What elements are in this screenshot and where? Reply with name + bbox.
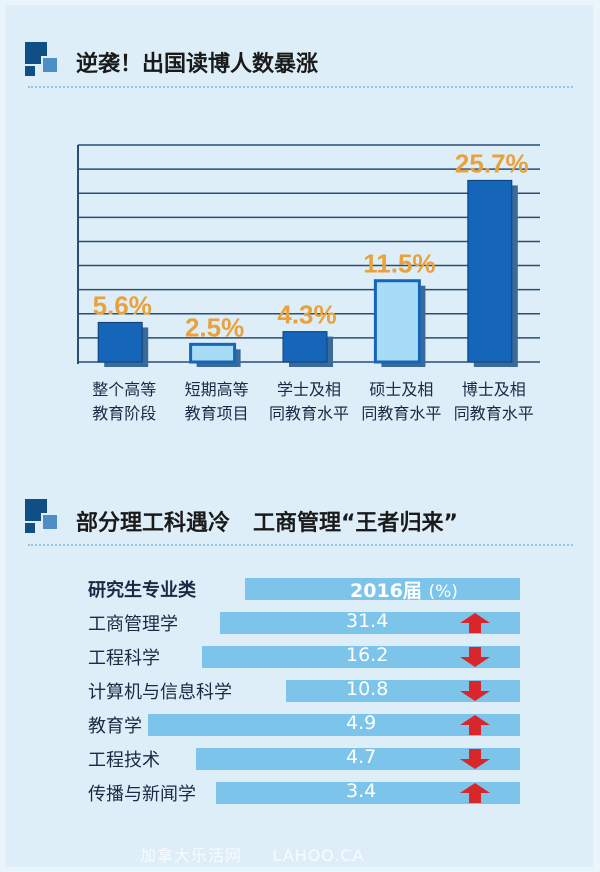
chart-bars (97, 179, 518, 367)
bar-value-label: 2.5% (185, 312, 244, 342)
row-label: 传播与新闻学 (88, 784, 196, 805)
arrow-up-icon (460, 715, 490, 735)
chart-value-labels: 5.6% 2.5% 4.3% 11.5% 25.7% (93, 148, 529, 342)
bar-value-label: 11.5% (363, 249, 435, 279)
category-label: 短期高等 (185, 380, 249, 399)
row-value: 4.9 (346, 712, 377, 734)
row-value: 3.4 (346, 780, 377, 802)
bar (189, 342, 237, 364)
table-row: 计算机与信息科学 10.8 (0, 675, 600, 705)
table-row: 教育学 4.9 (0, 709, 600, 739)
header-col: 2016届 (350, 580, 422, 602)
section-divider (28, 544, 573, 546)
category-label: 教育阶段 (92, 404, 156, 423)
section-icon (25, 499, 59, 535)
header-year: 2016届 (%) (350, 576, 458, 603)
header-label: 研究生专业类 (88, 580, 196, 601)
header-bar (245, 578, 520, 600)
category-label: 硕士及相 (369, 380, 433, 399)
section-title: 部分理工科遇冷 工商管理“王者归来” (76, 511, 458, 536)
row-label: 计算机与信息科学 (88, 682, 232, 703)
bar-value-label: 25.7% (455, 148, 529, 178)
row-bar (196, 748, 520, 770)
row-value: 31.4 (346, 610, 389, 632)
arrow-up-icon (460, 783, 490, 803)
bar-value-label: 5.6% (93, 290, 152, 320)
bar (97, 321, 143, 363)
row-bar (202, 646, 520, 668)
row-label: 工商管理学 (88, 614, 178, 635)
row-label: 教育学 (88, 716, 142, 737)
arrow-up-icon (460, 613, 490, 633)
table-header: 研究生专业类 2016届 (%) (0, 573, 600, 603)
bar (467, 179, 513, 363)
row-value: 10.8 (346, 678, 389, 700)
category-label: 同教育水平 (454, 404, 534, 423)
row-value: 16.2 (346, 644, 389, 666)
row-value: 4.7 (346, 746, 377, 768)
arrow-down-icon (460, 681, 490, 701)
row-bar (148, 714, 520, 736)
category-label: 教育项目 (185, 404, 249, 423)
row-bar (216, 782, 520, 804)
category-label: 博士及相 (462, 380, 526, 399)
section-divider (28, 86, 573, 88)
category-label: 学士及相 (277, 380, 341, 399)
row-bar (286, 680, 520, 702)
section-title: 逆袭！出国读博人数暴涨 (76, 52, 319, 77)
bar (373, 279, 421, 364)
arrow-down-icon (460, 749, 490, 769)
category-label: 同教育水平 (269, 404, 349, 423)
section-icon (25, 42, 59, 78)
row-bar (220, 612, 520, 634)
table-row: 工程科学 16.2 (0, 641, 600, 671)
arrow-down-icon (460, 647, 490, 667)
row-label: 工程科学 (88, 648, 160, 669)
table-row: 传播与新闻学 3.4 (0, 777, 600, 807)
header-unit: (%) (428, 582, 458, 602)
bar (282, 331, 328, 363)
table-row: 工商管理学 31.4 (0, 607, 600, 637)
row-label: 工程技术 (88, 750, 160, 771)
category-label: 同教育水平 (361, 404, 441, 423)
table-row: 工程技术 4.7 (0, 743, 600, 773)
category-label: 整个高等 (92, 380, 156, 399)
watermark: 加拿大乐活网 LAHOO.CA (140, 846, 365, 865)
bar-value-label: 4.3% (277, 300, 336, 330)
